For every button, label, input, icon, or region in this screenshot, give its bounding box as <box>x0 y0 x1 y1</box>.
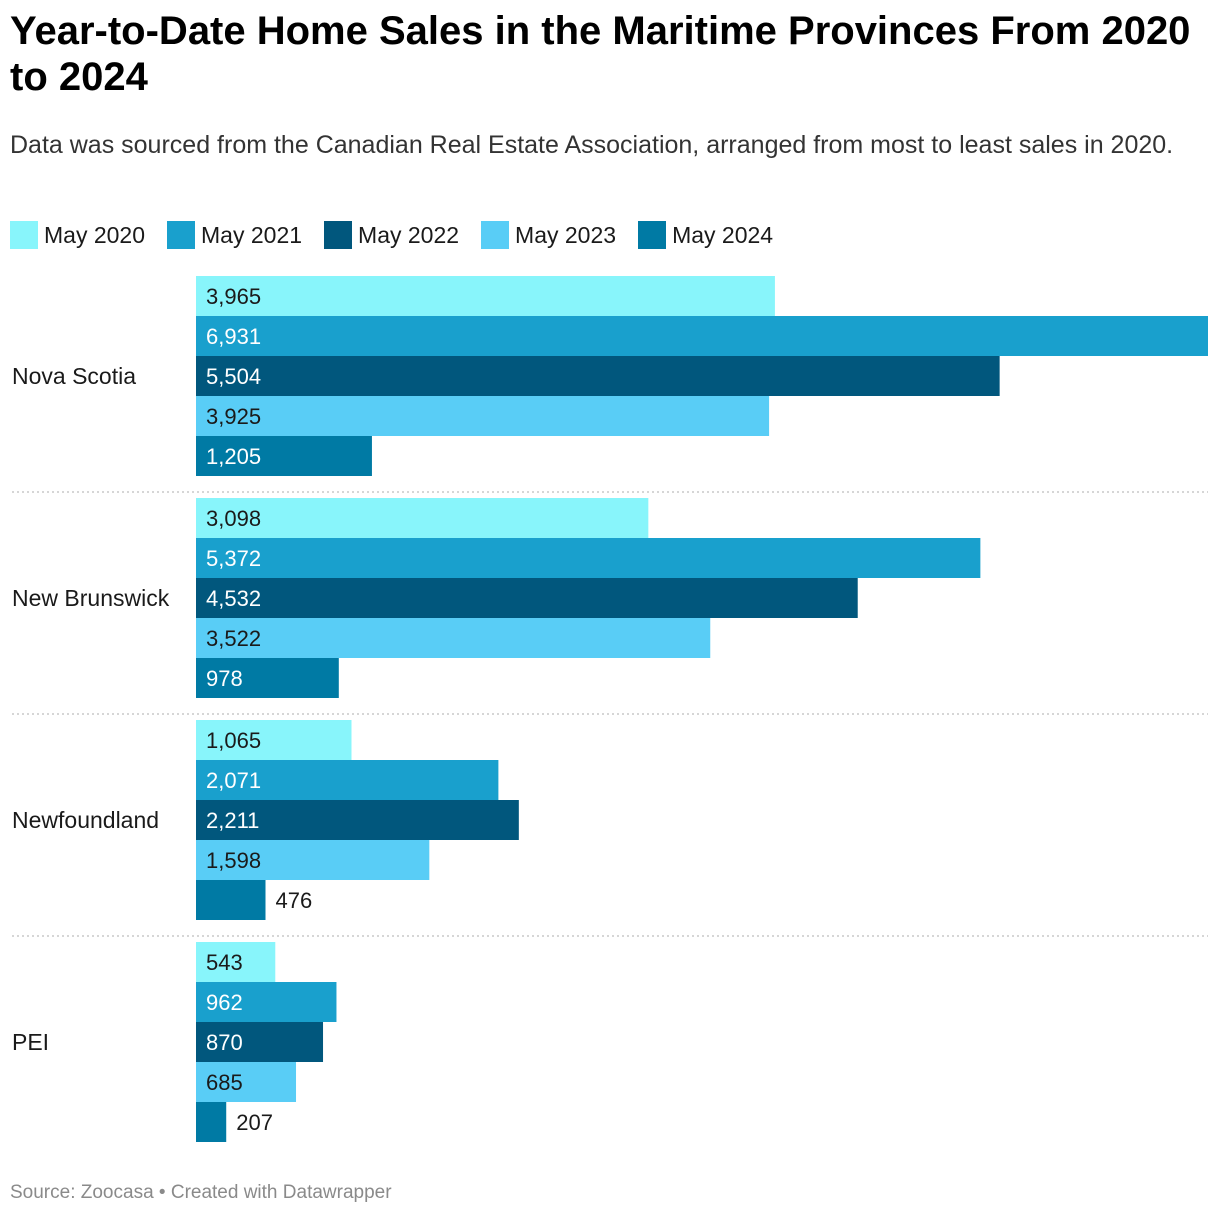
bar-new-brunswick-may-2020 <box>196 498 649 538</box>
bar-new-brunswick-may-2024 <box>196 658 339 698</box>
value-label-nova-scotia-may-2024: 1,205 <box>206 444 261 469</box>
bar-new-brunswick-may-2022 <box>196 578 858 618</box>
value-label-nova-scotia-may-2022: 5,504 <box>206 364 261 389</box>
value-label-newfoundland-may-2022: 2,211 <box>206 808 259 833</box>
value-label-nova-scotia-may-2020: 3,965 <box>206 284 261 309</box>
legend-swatch-may-2024 <box>638 221 667 249</box>
bar-newfoundland-may-2023 <box>196 840 430 880</box>
category-label-nova-scotia: Nova Scotia <box>12 363 136 389</box>
bar-pei-may-2023 <box>196 1062 297 1102</box>
legend-label-may-2022: May 2022 <box>358 221 460 248</box>
bar-nova-scotia-may-2021 <box>196 316 1208 356</box>
value-label-pei-may-2020: 543 <box>206 950 243 975</box>
value-label-nova-scotia-may-2023: 3,925 <box>206 404 261 429</box>
value-label-new-brunswick-may-2023: 3,522 <box>206 626 261 651</box>
value-label-pei-may-2021: 962 <box>206 990 243 1015</box>
value-label-nova-scotia-may-2021: 6,931 <box>206 324 261 349</box>
value-label-new-brunswick-may-2020: 3,098 <box>206 506 261 531</box>
legend-label-may-2021: May 2021 <box>201 221 303 248</box>
value-label-pei-may-2023: 685 <box>206 1070 243 1095</box>
bar-newfoundland-may-2021 <box>196 760 499 800</box>
category-label-pei: PEI <box>12 1029 49 1055</box>
bar-new-brunswick-may-2021 <box>196 538 981 578</box>
bar-newfoundland-may-2022 <box>196 800 519 840</box>
value-label-pei-may-2022: 870 <box>206 1030 243 1055</box>
bar-new-brunswick-may-2023 <box>196 618 711 658</box>
chart-title: Year-to-Date Home Sales in the Maritime … <box>10 9 1191 99</box>
value-label-newfoundland-may-2024: 476 <box>276 888 313 913</box>
legend-label-may-2020: May 2020 <box>44 221 146 248</box>
legend-item-may-2024: May 2024 <box>638 221 773 249</box>
legend-item-may-2023: May 2023 <box>481 221 616 249</box>
bar-nova-scotia-may-2020 <box>196 276 775 316</box>
legend-item-may-2020: May 2020 <box>10 221 145 249</box>
legend-swatch-may-2022 <box>324 221 353 249</box>
bar-pei-may-2024 <box>196 1102 227 1142</box>
bar-newfoundland-may-2024 <box>196 880 266 920</box>
bar-pei-may-2020 <box>196 942 276 982</box>
legend-item-may-2021: May 2021 <box>167 221 302 249</box>
chart-subtitle: Data was sourced from the Canadian Real … <box>10 131 1174 159</box>
bar-nova-scotia-may-2024 <box>196 436 372 476</box>
bar-newfoundland-may-2020 <box>196 720 352 760</box>
legend-swatch-may-2020 <box>10 221 38 249</box>
value-label-new-brunswick-may-2024: 978 <box>206 666 243 691</box>
legend-swatch-may-2023 <box>481 221 510 249</box>
category-label-newfoundland: Newfoundland <box>12 807 159 833</box>
legend: May 2020 May 2021 May 2022 May 2023 May … <box>10 219 795 251</box>
bar-nova-scotia-may-2022 <box>196 356 1000 396</box>
value-label-newfoundland-may-2023: 1,598 <box>206 848 261 873</box>
legend-label-may-2023: May 2023 <box>515 221 617 248</box>
value-label-new-brunswick-may-2022: 4,532 <box>206 586 261 611</box>
legend-item-may-2022: May 2022 <box>324 221 459 249</box>
legend-swatch-may-2021 <box>167 221 196 249</box>
category-label-new-brunswick: New Brunswick <box>12 585 170 611</box>
value-label-new-brunswick-may-2021: 5,372 <box>206 546 261 571</box>
bar-pei-may-2021 <box>196 982 337 1022</box>
legend-label-may-2024: May 2024 <box>672 221 774 248</box>
value-label-newfoundland-may-2020: 1,065 <box>206 728 261 753</box>
value-label-newfoundland-may-2021: 2,071 <box>206 768 261 793</box>
source-footer: Source: Zoocasa • Created with Datawrapp… <box>10 1182 392 1203</box>
bar-chart: Nova Scotia 3,965 6,931 5,504 3,925 1,205 New … <box>12 276 1208 1142</box>
bar-nova-scotia-may-2023 <box>196 396 770 436</box>
value-label-pei-may-2024: 207 <box>236 1110 273 1135</box>
bar-pei-may-2022 <box>196 1022 324 1062</box>
